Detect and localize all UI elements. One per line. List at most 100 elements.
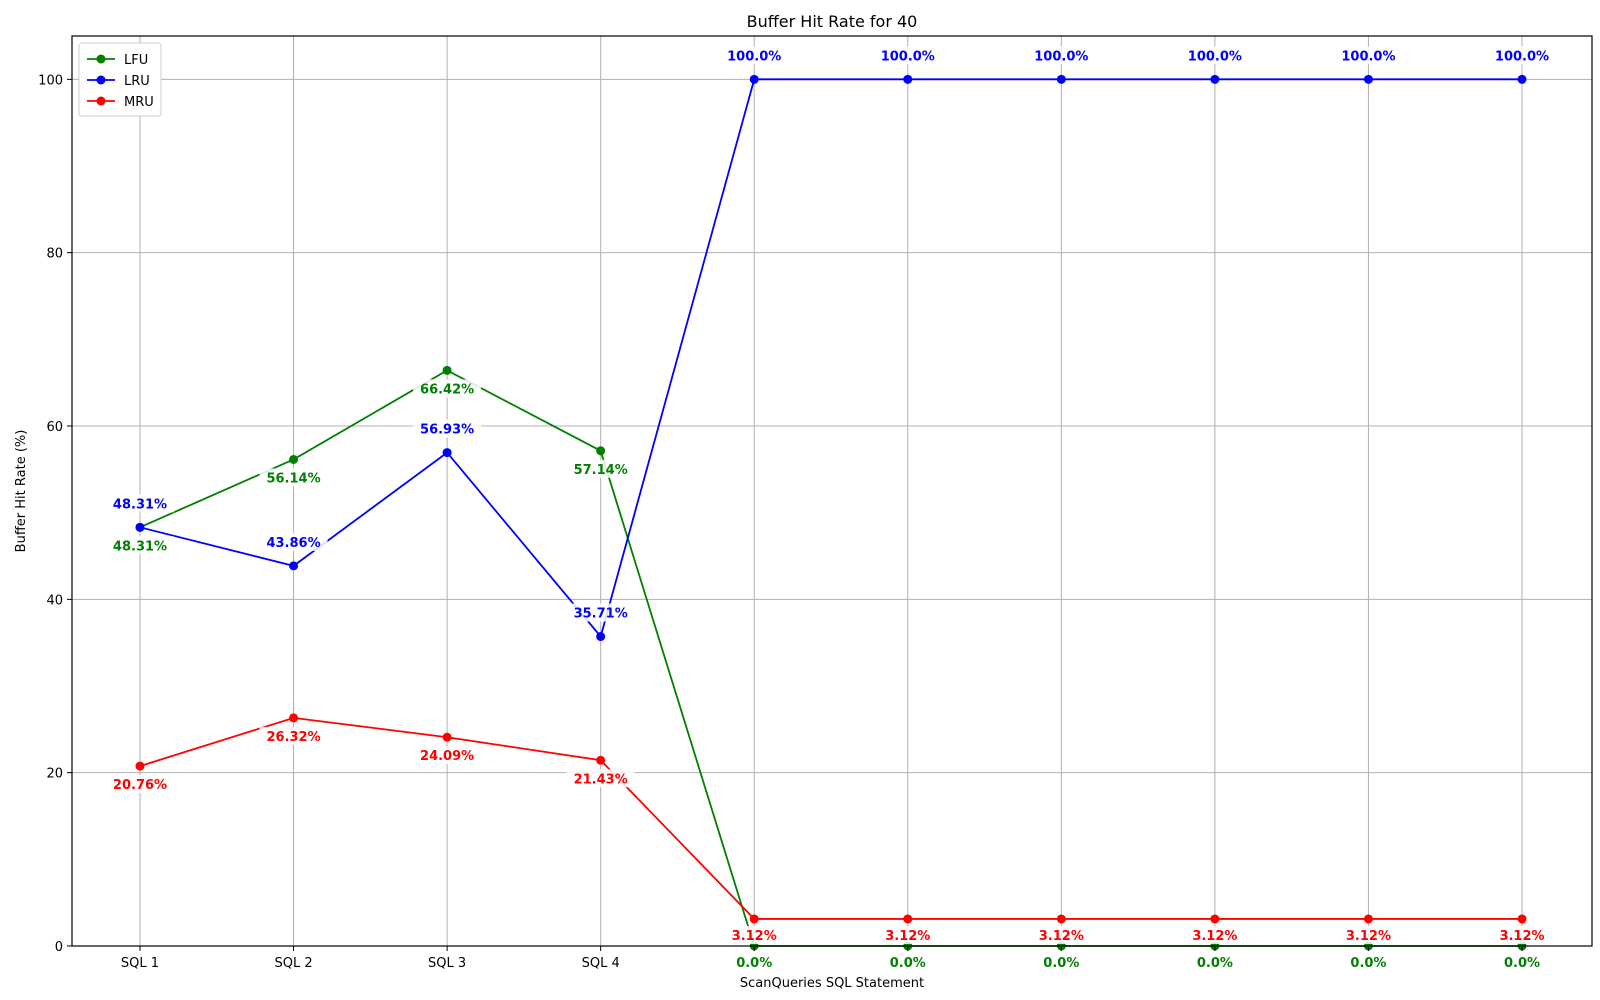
plot-frame	[71, 35, 1593, 947]
data-label-lru: 100.0%	[1334, 46, 1403, 65]
data-point-mru	[1210, 914, 1220, 924]
data-point-lru	[1363, 74, 1373, 84]
data-label-text: 100.0%	[1034, 49, 1088, 64]
data-point-lru	[135, 522, 145, 532]
data-label-bg	[1488, 953, 1556, 971]
data-label-bg	[566, 769, 635, 788]
y-axis-label: Buffer Hit Rate (%)	[14, 430, 29, 553]
legend-marker	[96, 96, 106, 106]
data-label-bg	[106, 494, 174, 513]
data-point-mru	[596, 755, 606, 765]
data-label-lru: 56.93%	[413, 419, 482, 438]
data-label-text: 66.42%	[420, 382, 474, 397]
data-label-mru: 3.12%	[1027, 925, 1096, 944]
data-label-bg	[413, 379, 482, 398]
data-label-text: 100.0%	[1495, 49, 1549, 64]
data-label-lfu: 0.0%	[720, 953, 789, 971]
legend-item-mru: MRU	[87, 95, 154, 110]
data-label-text: 0.0%	[1197, 956, 1233, 971]
data-label-lfu: 66.42%	[413, 379, 482, 398]
legend-marker	[96, 75, 106, 85]
data-point-mru	[749, 914, 759, 924]
series-lines	[135, 74, 1527, 951]
data-label-bg	[720, 953, 789, 971]
data-label-bg	[259, 726, 328, 745]
axis-ticks: SQL 1 SQL 2 SQL 3 SQL 4 0 20 40 60 80 100	[38, 73, 1523, 971]
data-label-text: 3.12%	[1192, 929, 1237, 944]
data-label-text: 0.0%	[1043, 956, 1079, 971]
x-tick-label: SQL 4	[582, 956, 620, 971]
legend-label: MRU	[124, 95, 154, 110]
data-label-bg	[413, 746, 482, 765]
data-label-text: 57.14%	[574, 463, 628, 478]
data-labels: 48.31% 56.14% 66.42% 57.14% 0.0% 0.0% 0.0% 0.0%…	[106, 46, 1556, 971]
data-label-bg	[1334, 953, 1403, 971]
series-line-lfu	[139, 369, 1522, 947]
y-tick-label: 60	[46, 420, 63, 435]
data-point-mru	[903, 914, 913, 924]
data-label-mru: 24.09%	[413, 746, 482, 765]
data-label-bg	[1334, 46, 1403, 65]
data-point-mru	[135, 761, 145, 771]
data-label-text: 0.0%	[736, 956, 772, 971]
data-label-lfu: 0.0%	[1488, 953, 1556, 971]
data-label-text: 100.0%	[1341, 49, 1395, 64]
data-label-text: 3.12%	[885, 929, 930, 944]
data-label-lru: 35.71%	[566, 603, 635, 622]
data-label-mru: 3.12%	[1488, 925, 1556, 944]
data-label-bg	[873, 925, 942, 944]
data-label-lru: 100.0%	[873, 46, 942, 65]
data-label-bg	[720, 925, 789, 944]
data-point-lru	[903, 74, 913, 84]
data-point-lru	[596, 632, 606, 642]
y-tick-label: 0	[55, 940, 63, 955]
data-label-bg	[566, 459, 635, 478]
data-point-lru	[1517, 74, 1527, 84]
data-label-text: 0.0%	[1350, 956, 1386, 971]
data-label-text: 100.0%	[727, 49, 781, 64]
data-label-text: 0.0%	[1504, 956, 1540, 971]
data-point-lru	[442, 448, 452, 458]
data-label-text: 56.93%	[420, 423, 474, 438]
data-label-text: 26.32%	[266, 730, 320, 745]
data-label-bg	[1180, 953, 1249, 971]
data-point-lfu	[442, 365, 452, 375]
data-point-lru	[289, 561, 299, 571]
data-label-lfu: 0.0%	[1334, 953, 1403, 971]
x-tick-label: SQL 1	[121, 956, 159, 971]
data-label-lru: 100.0%	[720, 46, 789, 65]
legend-label: LRU	[124, 74, 150, 89]
y-tick-label: 100	[38, 73, 63, 88]
data-point-lfu	[596, 446, 606, 456]
data-label-bg	[413, 419, 482, 438]
data-label-lru: 48.31%	[106, 494, 174, 513]
data-label-text: 43.86%	[266, 536, 320, 551]
data-label-lru: 43.86%	[259, 532, 328, 551]
data-label-lru: 100.0%	[1027, 46, 1096, 65]
data-label-mru: 26.32%	[259, 726, 328, 745]
data-label-text: 100.0%	[1188, 49, 1242, 64]
data-label-lfu: 57.14%	[566, 459, 635, 478]
data-label-lru: 100.0%	[1180, 46, 1249, 65]
data-label-lfu: 0.0%	[1027, 953, 1096, 971]
x-tick-label: SQL 3	[428, 956, 466, 971]
y-tick-label: 40	[46, 593, 63, 608]
data-label-mru: 3.12%	[1180, 925, 1249, 944]
data-label-bg	[1488, 46, 1556, 65]
data-label-text: 21.43%	[574, 772, 628, 787]
data-label-text: 24.09%	[420, 749, 474, 764]
data-label-bg	[566, 603, 635, 622]
data-label-bg	[1027, 46, 1096, 65]
data-label-lfu: 48.31%	[106, 536, 174, 555]
data-label-bg	[873, 46, 942, 65]
legend: LFU LRU MRU	[78, 42, 162, 117]
data-label-mru: 21.43%	[566, 769, 635, 788]
data-point-lfu	[289, 454, 299, 464]
data-label-text: 3.12%	[1499, 929, 1544, 944]
data-label-text: 0.0%	[890, 956, 926, 971]
series-line-mru	[139, 716, 1522, 920]
data-label-bg	[720, 46, 789, 65]
data-point-mru	[1056, 914, 1066, 924]
data-label-text: 3.12%	[732, 929, 777, 944]
data-label-lfu: 0.0%	[1180, 953, 1249, 971]
